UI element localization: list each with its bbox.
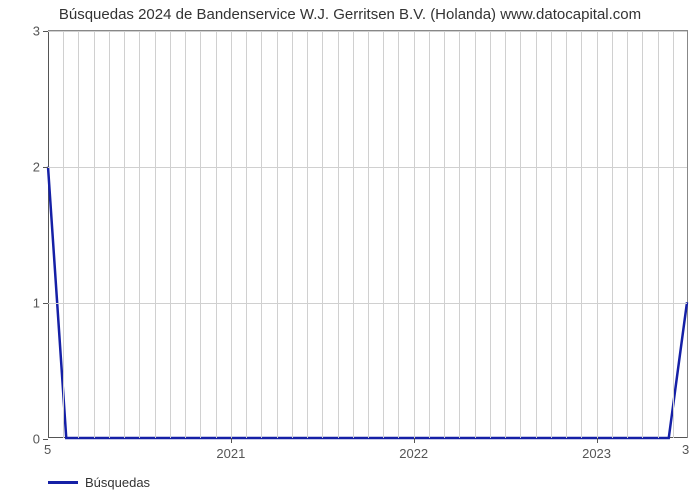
grid-line-v bbox=[398, 31, 399, 438]
grid-line-v bbox=[155, 31, 156, 438]
y-tick-mark bbox=[43, 303, 48, 304]
x-tick-mark bbox=[414, 438, 415, 443]
grid-line-v bbox=[490, 31, 491, 438]
legend-label: Búsquedas bbox=[85, 475, 150, 490]
grid-line-v bbox=[231, 31, 232, 438]
grid-line-v bbox=[78, 31, 79, 438]
grid-line-v bbox=[170, 31, 171, 438]
plot-area: 0123202120222023 bbox=[48, 30, 688, 438]
grid-line-v bbox=[261, 31, 262, 438]
grid-line-v bbox=[444, 31, 445, 438]
grid-line-v bbox=[612, 31, 613, 438]
grid-line-v bbox=[307, 31, 308, 438]
legend-swatch bbox=[48, 481, 78, 484]
grid-line-v bbox=[520, 31, 521, 438]
grid-line-v bbox=[536, 31, 537, 438]
grid-line-v bbox=[627, 31, 628, 438]
grid-line-v bbox=[277, 31, 278, 438]
x-tick-label: 2021 bbox=[216, 446, 245, 461]
grid-line-v bbox=[642, 31, 643, 438]
grid-line-v bbox=[139, 31, 140, 438]
grid-line-v bbox=[246, 31, 247, 438]
y-tick-label: 1 bbox=[33, 296, 40, 311]
grid-line-v bbox=[368, 31, 369, 438]
x-tick-mark bbox=[231, 438, 232, 443]
x-tick-mark bbox=[597, 438, 598, 443]
corner-label-bottom-right: 3 bbox=[682, 442, 689, 457]
grid-line-v bbox=[216, 31, 217, 438]
grid-line-v bbox=[459, 31, 460, 438]
grid-line-v bbox=[581, 31, 582, 438]
x-tick-label: 2023 bbox=[582, 446, 611, 461]
grid-line-v bbox=[673, 31, 674, 438]
y-tick-mark bbox=[43, 167, 48, 168]
grid-line-v bbox=[597, 31, 598, 438]
y-tick-mark bbox=[43, 439, 48, 440]
grid-line-v bbox=[353, 31, 354, 438]
legend: Búsquedas bbox=[48, 475, 150, 490]
grid-line-v bbox=[109, 31, 110, 438]
grid-line-v bbox=[429, 31, 430, 438]
grid-line-v bbox=[551, 31, 552, 438]
grid-line-v bbox=[475, 31, 476, 438]
grid-line-v bbox=[200, 31, 201, 438]
x-tick-label: 2022 bbox=[399, 446, 428, 461]
y-tick-label: 2 bbox=[33, 160, 40, 175]
grid-line-v bbox=[383, 31, 384, 438]
y-tick-label: 0 bbox=[33, 432, 40, 447]
grid-line-v bbox=[322, 31, 323, 438]
chart-title: Búsquedas 2024 de Bandenservice W.J. Ger… bbox=[0, 6, 700, 23]
grid-line-v bbox=[292, 31, 293, 438]
y-tick-mark bbox=[43, 31, 48, 32]
grid-line-v bbox=[414, 31, 415, 438]
grid-line-v bbox=[338, 31, 339, 438]
grid-line-v bbox=[505, 31, 506, 438]
grid-line-v bbox=[124, 31, 125, 438]
grid-line-v bbox=[566, 31, 567, 438]
grid-line-v bbox=[185, 31, 186, 438]
grid-line-v bbox=[658, 31, 659, 438]
y-tick-label: 3 bbox=[33, 24, 40, 39]
grid-line-v bbox=[94, 31, 95, 438]
grid-line-v bbox=[63, 31, 64, 438]
corner-label-bottom-left: 5 bbox=[44, 442, 51, 457]
chart-container: Búsquedas 2024 de Bandenservice W.J. Ger… bbox=[0, 0, 700, 500]
